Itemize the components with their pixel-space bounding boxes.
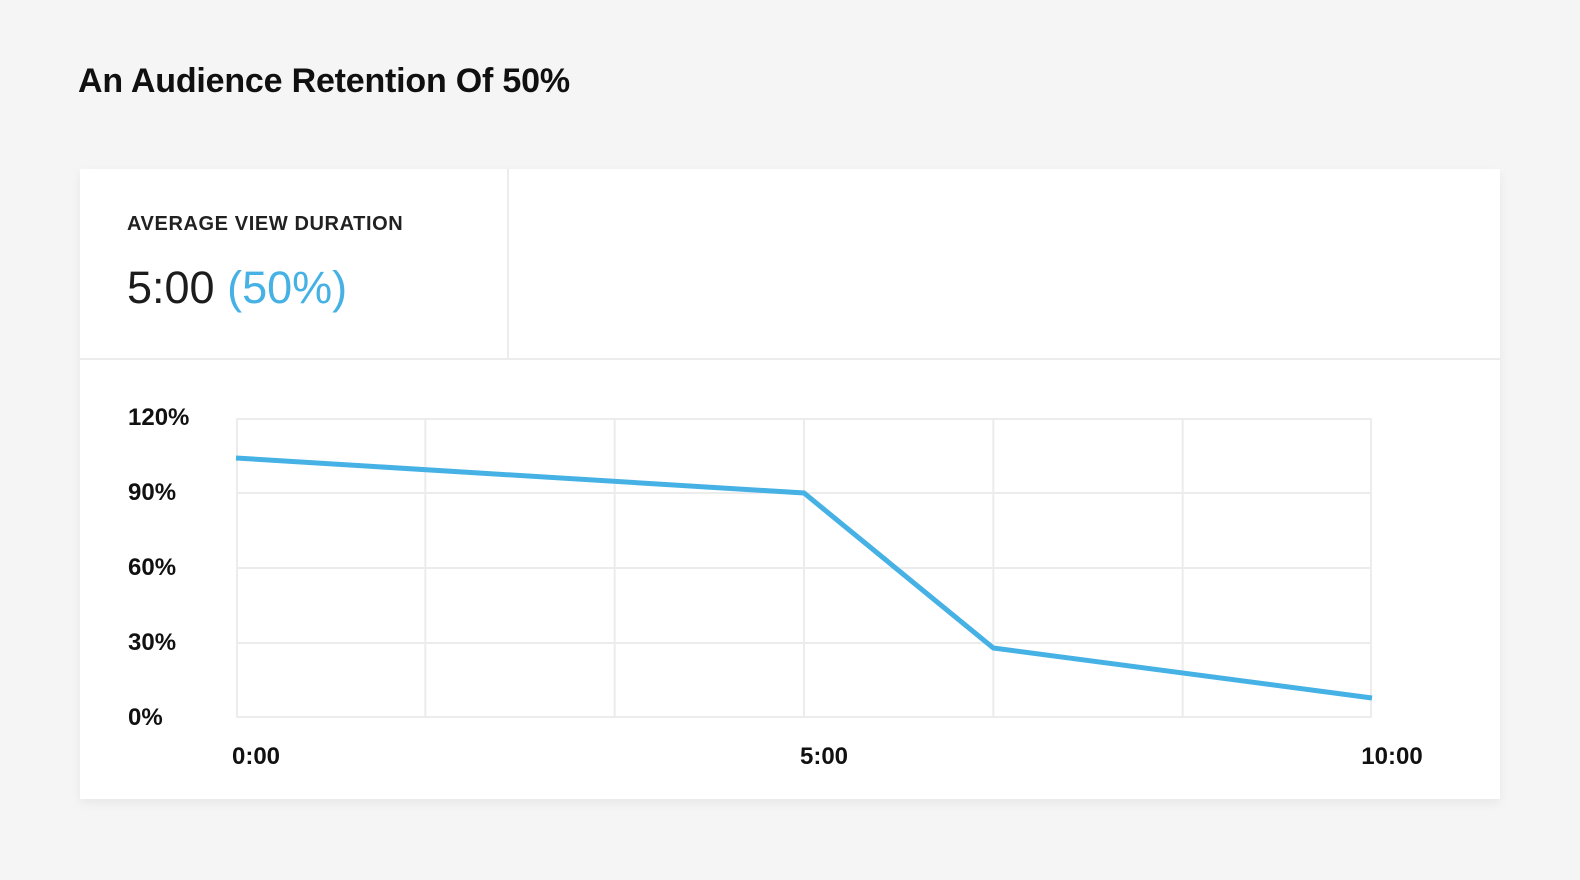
retention-chart: 120% 90% 60% 30% 0% 0:00 5:00 10:00 [80,360,1500,799]
y-axis-tick-label: 120% [128,404,190,431]
x-axis-tick-label: 0:00 [231,743,281,770]
line-chart-plot [235,418,1373,718]
stat-duration-value: 5:00 [127,262,215,313]
y-axis-tick-label: 30% [128,629,177,656]
retention-line [235,455,1373,701]
card-header-empty-panel [509,169,1500,358]
y-axis-tick-label: 0% [128,704,163,731]
stat-percent-value: (50%) [227,262,348,313]
stat-value: 5:00 (50%) [127,262,507,314]
retention-card: AVERAGE VIEW DURATION 5:00 (50%) 120% 90%… [80,169,1500,799]
y-axis-tick-label: 60% [128,554,177,581]
average-view-duration-stat: AVERAGE VIEW DURATION 5:00 (50%) [80,169,509,358]
card-header: AVERAGE VIEW DURATION 5:00 (50%) [80,169,1500,360]
stat-label: AVERAGE VIEW DURATION [127,213,404,235]
x-axis-tick-label: 5:00 [799,743,849,770]
y-axis-tick-label: 90% [128,479,177,506]
x-axis-tick-label: 10:00 [1361,743,1423,770]
page-title: An Audience Retention Of 50% [78,62,570,100]
